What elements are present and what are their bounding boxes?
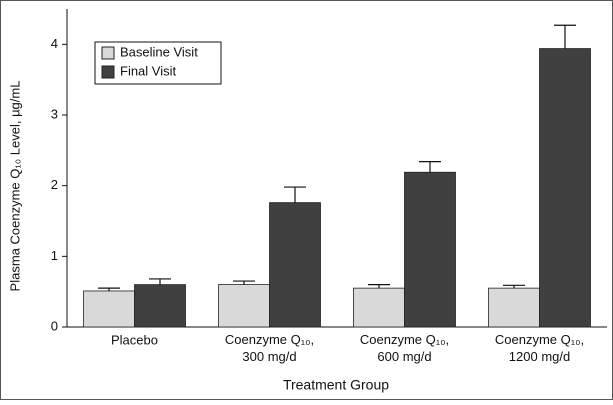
bar	[404, 171, 456, 328]
bar	[134, 284, 186, 328]
legend-swatch	[101, 65, 115, 79]
y-tick-label: 3	[51, 106, 58, 121]
y-tick-label: 2	[51, 177, 58, 192]
x-tick-label: Placebo	[111, 332, 158, 347]
error-bar	[284, 186, 306, 203]
y-tick-label: 1	[51, 248, 58, 263]
error-bar	[503, 284, 525, 289]
bar	[488, 287, 540, 328]
y-tick-label: 0	[51, 318, 58, 333]
x-axis-title: Treatment Group	[283, 377, 389, 393]
error-bar	[419, 161, 441, 173]
y-tick-label: 4	[51, 36, 58, 51]
bar	[218, 284, 270, 328]
error-bar	[233, 280, 255, 285]
x-tick-label: Coenzyme Q₁₀, 600 mg/d	[360, 332, 449, 364]
x-tick-label: Coenzyme Q₁₀, 1200 mg/d	[495, 332, 584, 364]
y-axis-title: Plasma Coenzyme Q₁₀ Level, µg/mL	[7, 81, 22, 292]
legend-label: Baseline Visit	[120, 44, 198, 59]
legend-label: Final Visit	[120, 63, 177, 78]
bar	[539, 48, 591, 328]
bar	[353, 287, 405, 328]
legend-swatch	[101, 46, 115, 60]
error-bar	[554, 24, 576, 49]
legend-box	[94, 41, 222, 85]
error-bar	[149, 278, 171, 285]
x-tick-label: Coenzyme Q₁₀, 300 mg/d	[225, 332, 314, 364]
bar	[269, 202, 321, 328]
bar	[83, 290, 135, 328]
error-bar	[98, 287, 120, 291]
error-bar	[368, 284, 390, 289]
